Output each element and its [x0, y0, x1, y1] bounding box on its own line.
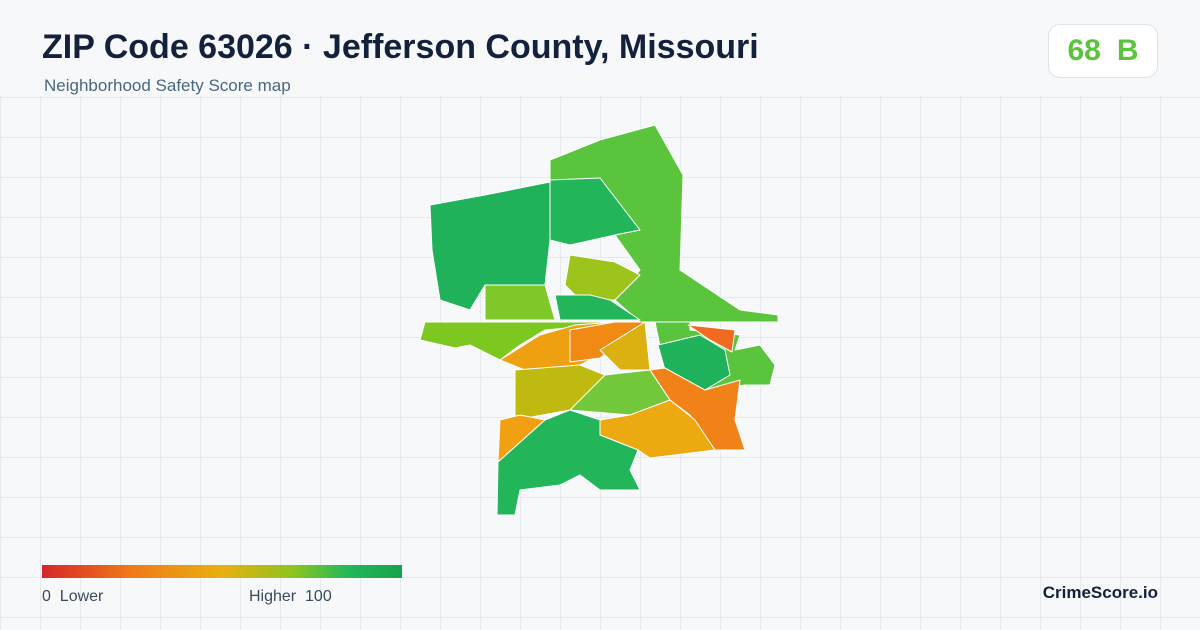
legend-max: Higher 100 — [249, 588, 332, 606]
legend-min-value: 0 — [42, 588, 51, 605]
area — [564, 254, 641, 301]
legend-min-label: Lower — [59, 588, 104, 605]
legend-gradient — [42, 565, 402, 578]
legend-max-value: 100 — [305, 588, 332, 605]
title: ZIP Code 63026 · Jefferson County, Misso… — [42, 28, 759, 66]
area — [687, 324, 736, 353]
score-value: 68 — [1067, 34, 1101, 67]
brand: CrimeScore.io — [1042, 583, 1158, 602]
area — [484, 284, 556, 321]
legend-min: 0 Lower — [42, 588, 103, 606]
score-grade: B — [1116, 34, 1139, 67]
legend-max-label: Higher — [249, 588, 297, 605]
score-badge: 68 B — [1048, 24, 1158, 78]
area — [554, 294, 641, 321]
subtitle: Neighborhood Safety Score map — [44, 76, 291, 95]
area — [496, 409, 641, 516]
